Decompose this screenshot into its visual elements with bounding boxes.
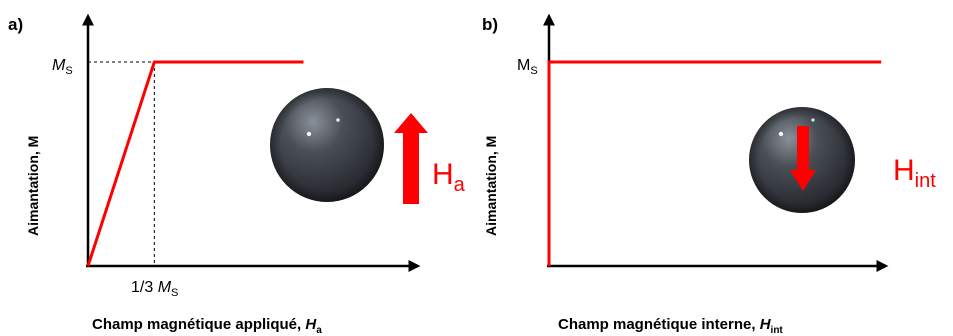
panel-a-magnetization-curve [86, 60, 304, 267]
panel-a-y-axis-label: Aimantation, M [25, 136, 41, 236]
panel-b-y-axis-label: Aimantation, M [483, 136, 499, 236]
panel-b-label: b) [482, 15, 498, 34]
panel-b-field-label: Hint [893, 154, 936, 192]
panel-b-magnetization-curve [547, 60, 882, 266]
panel-a-label: a) [8, 15, 23, 34]
panel-a-y-tick-ms: MS [52, 57, 73, 77]
panel-a-x-axis-label: Champ magnétique appliqué, Ha [92, 316, 322, 336]
panel-b: b) MS Aimantation, M Champ magnétique in… [482, 13, 936, 336]
panel-b-y-tick-ms: MS [517, 57, 538, 77]
panel-a-x-tick-third-ms: 1/3 MS [131, 279, 178, 299]
panel-b-x-axis-label: Champ magnétique interne, Hint [558, 316, 783, 336]
panel-a: a) MS 1/3 MS Aimantation, M Champ magnét… [8, 13, 466, 336]
panel-a-sphere-icon [270, 88, 384, 202]
panel-a-field-arrow-up-icon [394, 113, 428, 204]
panel-b-field-arrow-down-icon [790, 126, 816, 191]
panel-a-field-label: Ha [432, 158, 466, 196]
